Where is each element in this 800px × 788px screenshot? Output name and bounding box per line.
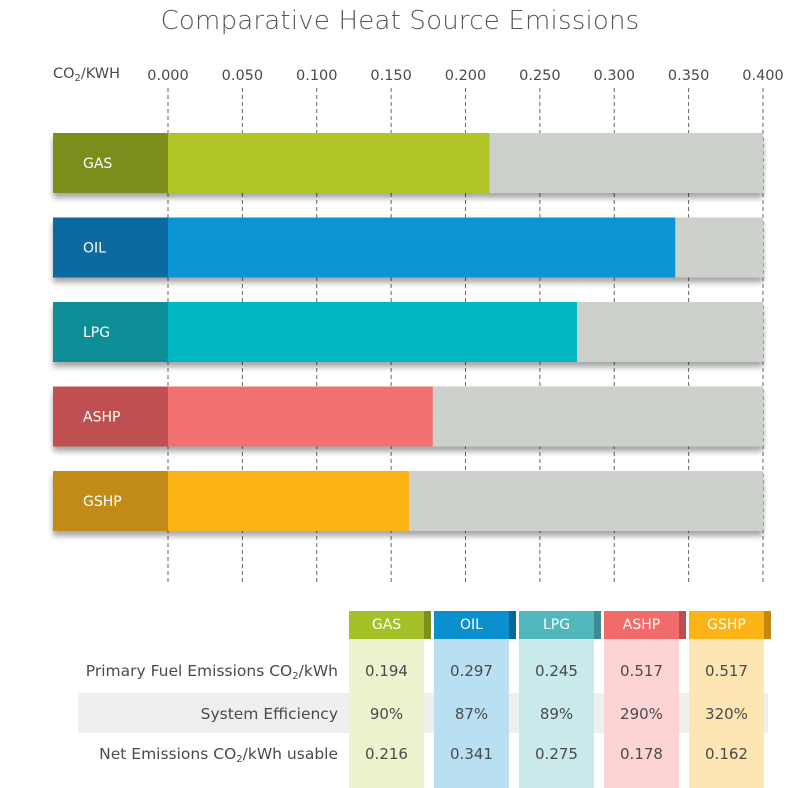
table-column-bg (434, 638, 509, 788)
table-column-header-label: OIL (460, 617, 483, 633)
axis-unit-text: CO2/KWH (53, 66, 121, 84)
table-column-header-label: LPG (542, 617, 571, 633)
table-header-fold (764, 611, 771, 639)
chart-title: Comparative Heat Source Emissions (160, 6, 640, 36)
table-cell: 0.194 (365, 662, 408, 680)
table-header-fold (594, 611, 601, 639)
table-column-header: GAS (349, 611, 431, 639)
row-label-text: System Efficiency (200, 705, 338, 723)
table-cell: 0.178 (620, 745, 663, 763)
table-cell: 0.297 (450, 662, 493, 680)
table-column-bg (689, 638, 764, 788)
table-cell: 320% (705, 705, 748, 723)
row-label-text: Net Emissions CO (99, 745, 237, 763)
row-label-text: /kWh (298, 662, 338, 680)
tick-label: 0.000 (147, 68, 189, 84)
table-column-header: LPG (519, 611, 601, 639)
category-label: GAS (83, 156, 112, 172)
table-cell: 0.341 (450, 745, 493, 763)
tick-label: 0.100 (296, 68, 338, 84)
table-cell: 0.245 (535, 662, 578, 680)
table-column-bg (604, 638, 679, 788)
category-label-tab (53, 133, 168, 193)
bar (168, 302, 578, 362)
row-label-system-efficiency: System Efficiency (201, 705, 338, 723)
tick-label: 0.200 (445, 68, 487, 84)
bar-row-ashp (53, 386, 763, 447)
category-label-tab (53, 217, 168, 278)
category-label: ASHP (83, 410, 120, 426)
table-cell: 0.517 (705, 662, 748, 680)
category-label: OIL (83, 241, 106, 257)
table-header-fold (424, 611, 431, 639)
category-label: GSHP (83, 494, 122, 510)
table-cell: 0.162 (705, 745, 748, 763)
bar-row-gshp (53, 471, 763, 531)
tick-label: 0.300 (593, 68, 635, 84)
table-column-header: ASHP (604, 611, 686, 639)
table-column-header: OIL (434, 611, 516, 639)
tick-label: 0.150 (370, 68, 412, 84)
table-column-header-label: GAS (371, 617, 402, 633)
tick-label: 0.050 (222, 68, 264, 84)
table-header-fold (679, 611, 686, 639)
emissions-chart: 0.000 0.050 0.100 0.150 0.200 0.250 0.300 0.350… (53, 68, 784, 582)
bar-row-lpg (53, 302, 763, 362)
bar (168, 133, 490, 193)
table-cell: 87% (454, 705, 489, 723)
table-cell: 0.275 (535, 745, 578, 763)
table-cell: 290% (620, 705, 663, 723)
axis-unit-label: CO2/KWH (53, 66, 121, 84)
tick-label: 0.350 (668, 68, 710, 84)
table-column-bg (519, 638, 594, 788)
bar (168, 471, 409, 531)
category-label-tab (53, 386, 168, 447)
row-label-sub: 2 (292, 671, 299, 682)
category-label-tab (53, 471, 168, 531)
table-column-header-label: ASHP (622, 617, 661, 633)
row-label-primary-fuel: Primary Fuel Emissions CO2/kWh (85, 662, 338, 682)
row-label-net-emissions: Net Emissions CO2/kWh usable (99, 745, 338, 765)
category-label: LPG (83, 325, 110, 341)
table-cell: 90% (369, 705, 404, 723)
table-column-bg (349, 638, 424, 788)
tick-label: 0.250 (519, 68, 561, 84)
bar-row-oil (53, 217, 763, 278)
tick-label: 0.400 (742, 68, 784, 84)
row-label-text: /kWh usable (242, 745, 338, 763)
axis-unit-sub: 2 (74, 73, 81, 84)
table-cell: 0.517 (620, 662, 663, 680)
table-cell: 0.216 (365, 745, 408, 763)
bar (168, 217, 676, 278)
table-column-header: GSHP (689, 611, 771, 639)
table-header-fold (509, 611, 516, 639)
row-label-sub: 2 (236, 754, 243, 765)
bar (168, 386, 433, 447)
table-cell: 89% (539, 705, 574, 723)
category-label-tab (53, 302, 168, 362)
bar-row-gas (53, 133, 763, 193)
row-label-text: Primary Fuel Emissions CO (85, 662, 293, 680)
table-column-header-label: GSHP (707, 617, 746, 633)
